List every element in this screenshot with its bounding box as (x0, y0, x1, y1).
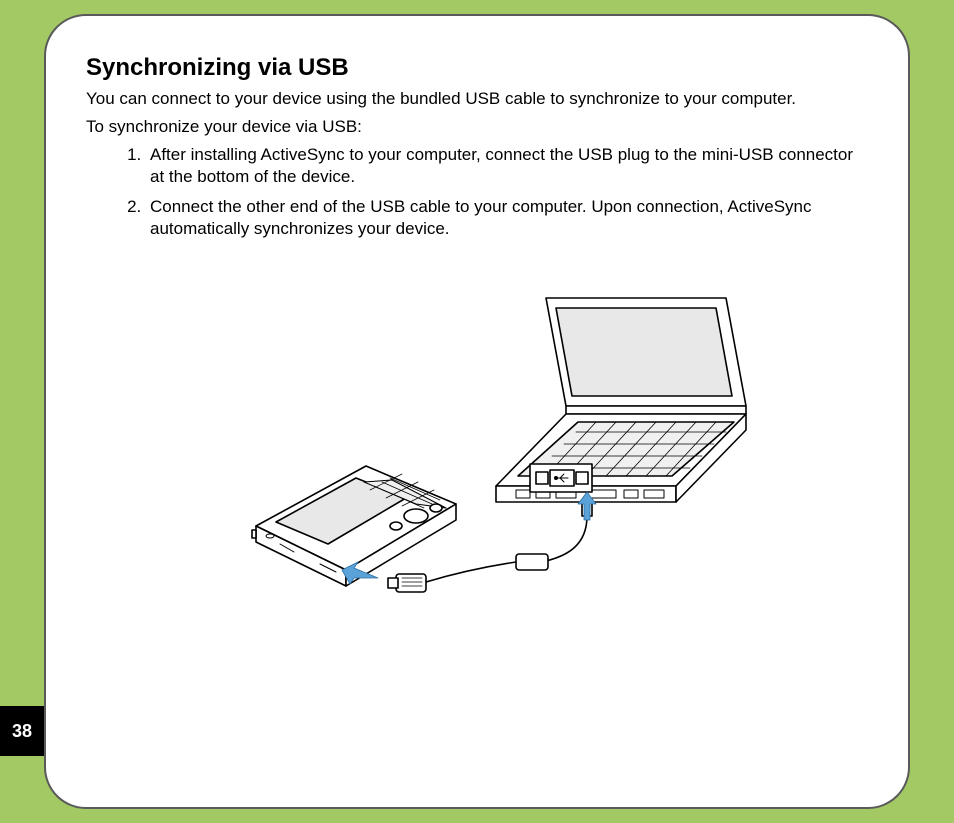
steps-list: After installing ActiveSync to your comp… (86, 144, 868, 240)
usb-plug-inset-icon (530, 464, 592, 492)
page-title: Synchronizing via USB (86, 54, 868, 82)
page-number-text: 38 (12, 721, 32, 742)
intro-paragraph: You can connect to your device using the… (86, 88, 868, 110)
step-item: After installing ActiveSync to your comp… (146, 144, 868, 188)
page-number-badge: 38 (0, 706, 44, 756)
step-item: Connect the other end of the USB cable t… (146, 196, 868, 240)
usb-connection-illustration (246, 286, 756, 606)
lead-in-paragraph: To synchronize your device via USB: (86, 116, 868, 138)
page-frame: Synchronizing via USB You can connect to… (44, 14, 910, 809)
